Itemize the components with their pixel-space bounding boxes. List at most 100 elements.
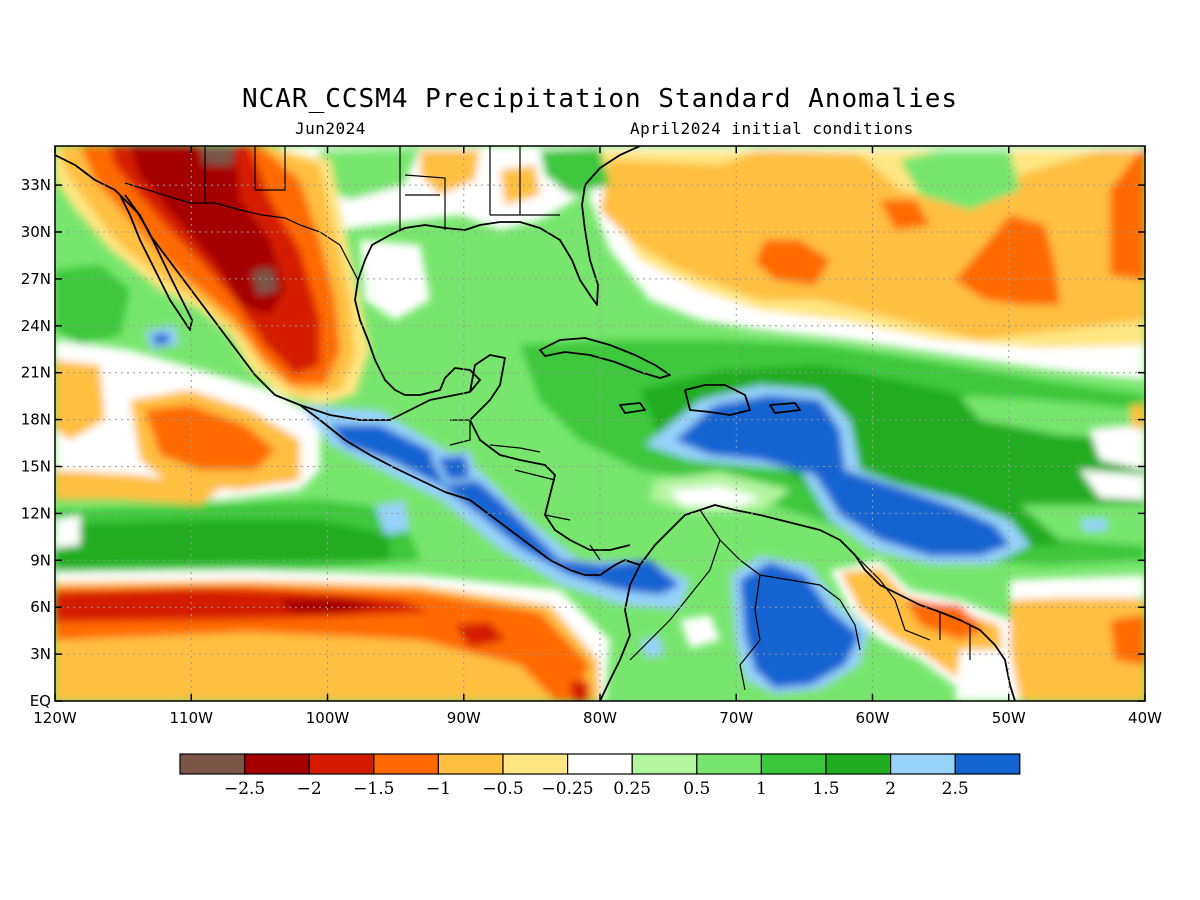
lat-tick-label: 3N — [30, 645, 51, 663]
coastline-baja — [119, 194, 193, 331]
forecast-month: Jun2024 — [295, 119, 366, 138]
lat-tick-label: 33N — [21, 176, 51, 194]
anomaly-region — [360, 240, 430, 320]
anomaly-region — [252, 268, 278, 295]
legend-swatch — [437, 753, 504, 775]
legend-label: −2.5 — [224, 779, 265, 799]
legend-swatch — [502, 753, 569, 775]
anomaly-region — [680, 615, 720, 648]
legend-swatch — [954, 753, 1021, 775]
anomaly-region — [375, 500, 410, 535]
anomaly-region — [130, 146, 285, 315]
lat-tick-label: EQ — [30, 692, 51, 710]
legend-label: −0.5 — [482, 779, 523, 799]
border-south-america — [629, 509, 971, 691]
anomaly-region — [1080, 470, 1145, 500]
border-us-mexico — [124, 182, 359, 281]
anomaly-region — [740, 562, 860, 688]
lon-tick-label: 50W — [992, 709, 1026, 727]
legend-swatch — [566, 753, 633, 775]
anomaly-region — [315, 148, 420, 200]
anomaly-region — [640, 635, 665, 658]
anomaly-region — [540, 148, 610, 195]
anomaly-region — [960, 396, 1145, 440]
anomaly-region — [905, 600, 985, 640]
anomaly-region — [668, 486, 760, 506]
coastline-hispaniola — [684, 384, 751, 416]
initial-conditions: April2024 initial conditions — [630, 119, 914, 138]
axis-ticks: 120W 110W 100W 90W 80W 70W 60W 50W 40W EQ 3N 6N 9N 12… — [21, 146, 1162, 727]
lon-tick-label: 70W — [719, 709, 753, 727]
anomaly-region — [955, 650, 1020, 701]
lat-tick-label: 24N — [21, 317, 51, 335]
legend-label: 1 — [756, 779, 767, 799]
legend-swatch — [696, 753, 762, 775]
lon-tick-label: 80W — [583, 709, 617, 727]
anomaly-region — [280, 598, 380, 613]
graticule — [55, 146, 1145, 701]
legend-label: −0.25 — [542, 779, 594, 799]
coastline-central-america — [299, 404, 641, 576]
coastline-yucatan — [469, 354, 506, 421]
coastline-cuba — [539, 337, 671, 379]
anomaly-region — [1010, 575, 1145, 600]
anomaly-region — [330, 425, 680, 595]
anomaly-region — [955, 215, 1060, 305]
lat-tick-label: 30N — [21, 223, 51, 241]
anomaly-region — [1010, 590, 1145, 701]
legend-label: 1.5 — [812, 779, 839, 799]
anomaly-region — [1090, 425, 1145, 470]
legend-swatch — [760, 753, 827, 775]
anomaly-region — [1110, 150, 1145, 280]
anomaly-region — [1080, 518, 1108, 532]
legend-swatch — [179, 753, 246, 775]
legend-swatch — [889, 753, 956, 775]
anomaly-region — [200, 146, 235, 165]
coastline-jamaica — [619, 402, 646, 414]
political-borders — [124, 146, 971, 691]
lon-tick-label: 90W — [447, 709, 481, 727]
legend-label: 0.5 — [683, 779, 710, 799]
anomaly-region — [570, 680, 590, 701]
legend-label: 0.25 — [613, 779, 651, 799]
anomaly-region — [55, 520, 390, 568]
anomaly-region — [1130, 405, 1145, 430]
anomaly-region — [55, 515, 80, 548]
legend-label: −1 — [426, 779, 451, 799]
anomaly-region — [438, 456, 470, 480]
lat-tick-label: 12N — [21, 504, 51, 522]
lat-tick-label: 6N — [30, 598, 51, 616]
legend-label: 2.5 — [942, 779, 969, 799]
coastlines — [55, 146, 1016, 701]
anomaly-region — [145, 405, 275, 470]
legend-swatch — [373, 753, 439, 775]
lon-tick-label: 60W — [856, 709, 890, 727]
anomaly-region — [55, 632, 555, 701]
anomaly-region — [455, 622, 505, 648]
lon-tick-label: 40W — [1128, 709, 1162, 727]
lon-tick-label: 110W — [170, 709, 214, 727]
coastline-gulf-of-mexico — [354, 146, 641, 396]
lat-tick-label: 15N — [21, 457, 51, 475]
legend-label: 2 — [885, 779, 896, 799]
anomaly-region — [152, 333, 170, 345]
anomaly-region — [55, 470, 220, 505]
legend-swatch — [631, 753, 698, 775]
coastline-puerto-rico — [769, 402, 801, 414]
anomaly-region — [755, 240, 830, 285]
lat-tick-label: 9N — [30, 551, 51, 569]
anomaly-region — [675, 395, 1010, 556]
lat-tick-label: 27N — [21, 270, 51, 288]
anomaly-region — [880, 200, 930, 230]
lat-tick-label: 18N — [21, 411, 51, 429]
anomaly-region — [55, 588, 430, 622]
legend-label: −1.5 — [353, 779, 394, 799]
anomaly-region — [900, 150, 1020, 210]
lat-tick-label: 21N — [21, 364, 51, 382]
anomaly-region — [55, 265, 130, 345]
border-central-america — [449, 419, 601, 561]
anomaly-region — [420, 150, 480, 195]
lon-tick-label: 100W — [306, 709, 350, 727]
